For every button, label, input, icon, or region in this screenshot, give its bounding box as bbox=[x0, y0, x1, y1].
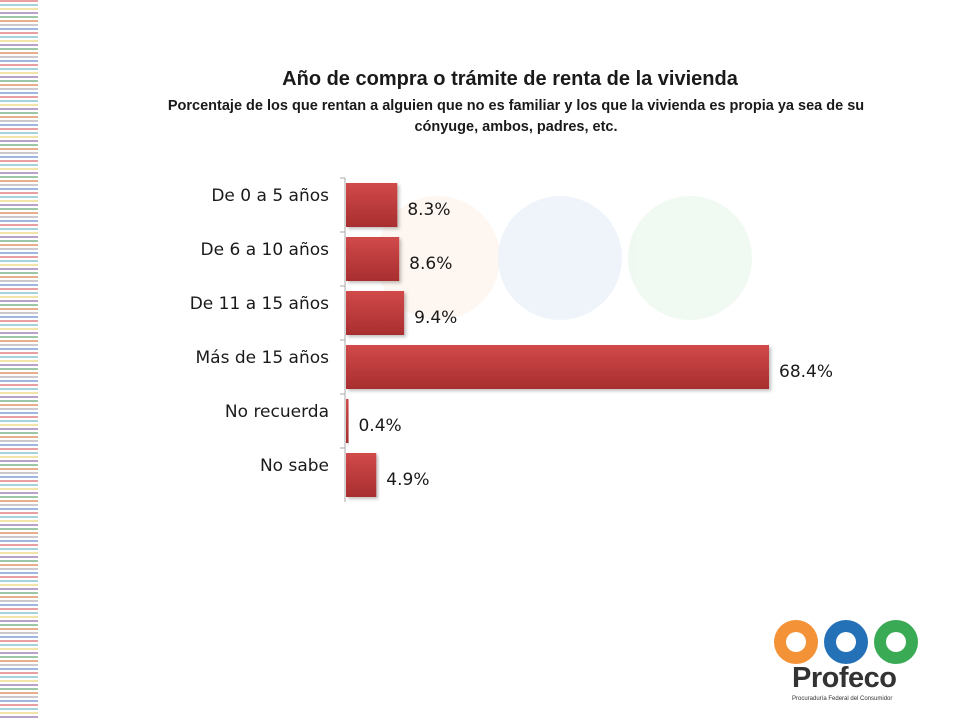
bar bbox=[346, 237, 400, 281]
chart-title: Año de compra o trámite de renta de la v… bbox=[282, 68, 738, 90]
value-label: 8.6% bbox=[409, 254, 452, 274]
value-label: 4.9% bbox=[386, 470, 429, 490]
bar bbox=[346, 183, 398, 227]
bar bbox=[346, 453, 377, 497]
category-label: No sabe bbox=[260, 456, 329, 476]
value-label: 9.4% bbox=[414, 308, 457, 328]
category-label: No recuerda bbox=[225, 402, 329, 422]
value-label: 0.4% bbox=[358, 416, 401, 436]
bar bbox=[346, 291, 405, 335]
bar bbox=[346, 345, 769, 389]
value-label: 8.3% bbox=[407, 200, 450, 220]
y-axis bbox=[340, 177, 346, 502]
logo-wordmark: Profeco bbox=[792, 662, 897, 694]
decorative-stripe-border bbox=[0, 0, 38, 718]
bar bbox=[346, 399, 349, 443]
logo-tagline: Procuraduría Federal del Consumidor bbox=[792, 696, 893, 702]
chart-subtitle: Porcentaje de los que rentan a alguien q… bbox=[167, 98, 865, 135]
profeco-logo: Profeco Procuraduría Federal del Consumi… bbox=[768, 612, 938, 708]
category-label: De 11 a 15 años bbox=[190, 294, 329, 314]
category-label: De 0 a 5 años bbox=[211, 186, 329, 206]
category-label: Más de 15 años bbox=[196, 348, 330, 368]
value-label: 68.4% bbox=[779, 362, 833, 382]
category-label: De 6 a 10 años bbox=[201, 240, 330, 260]
logo-figures-icon bbox=[774, 620, 918, 664]
